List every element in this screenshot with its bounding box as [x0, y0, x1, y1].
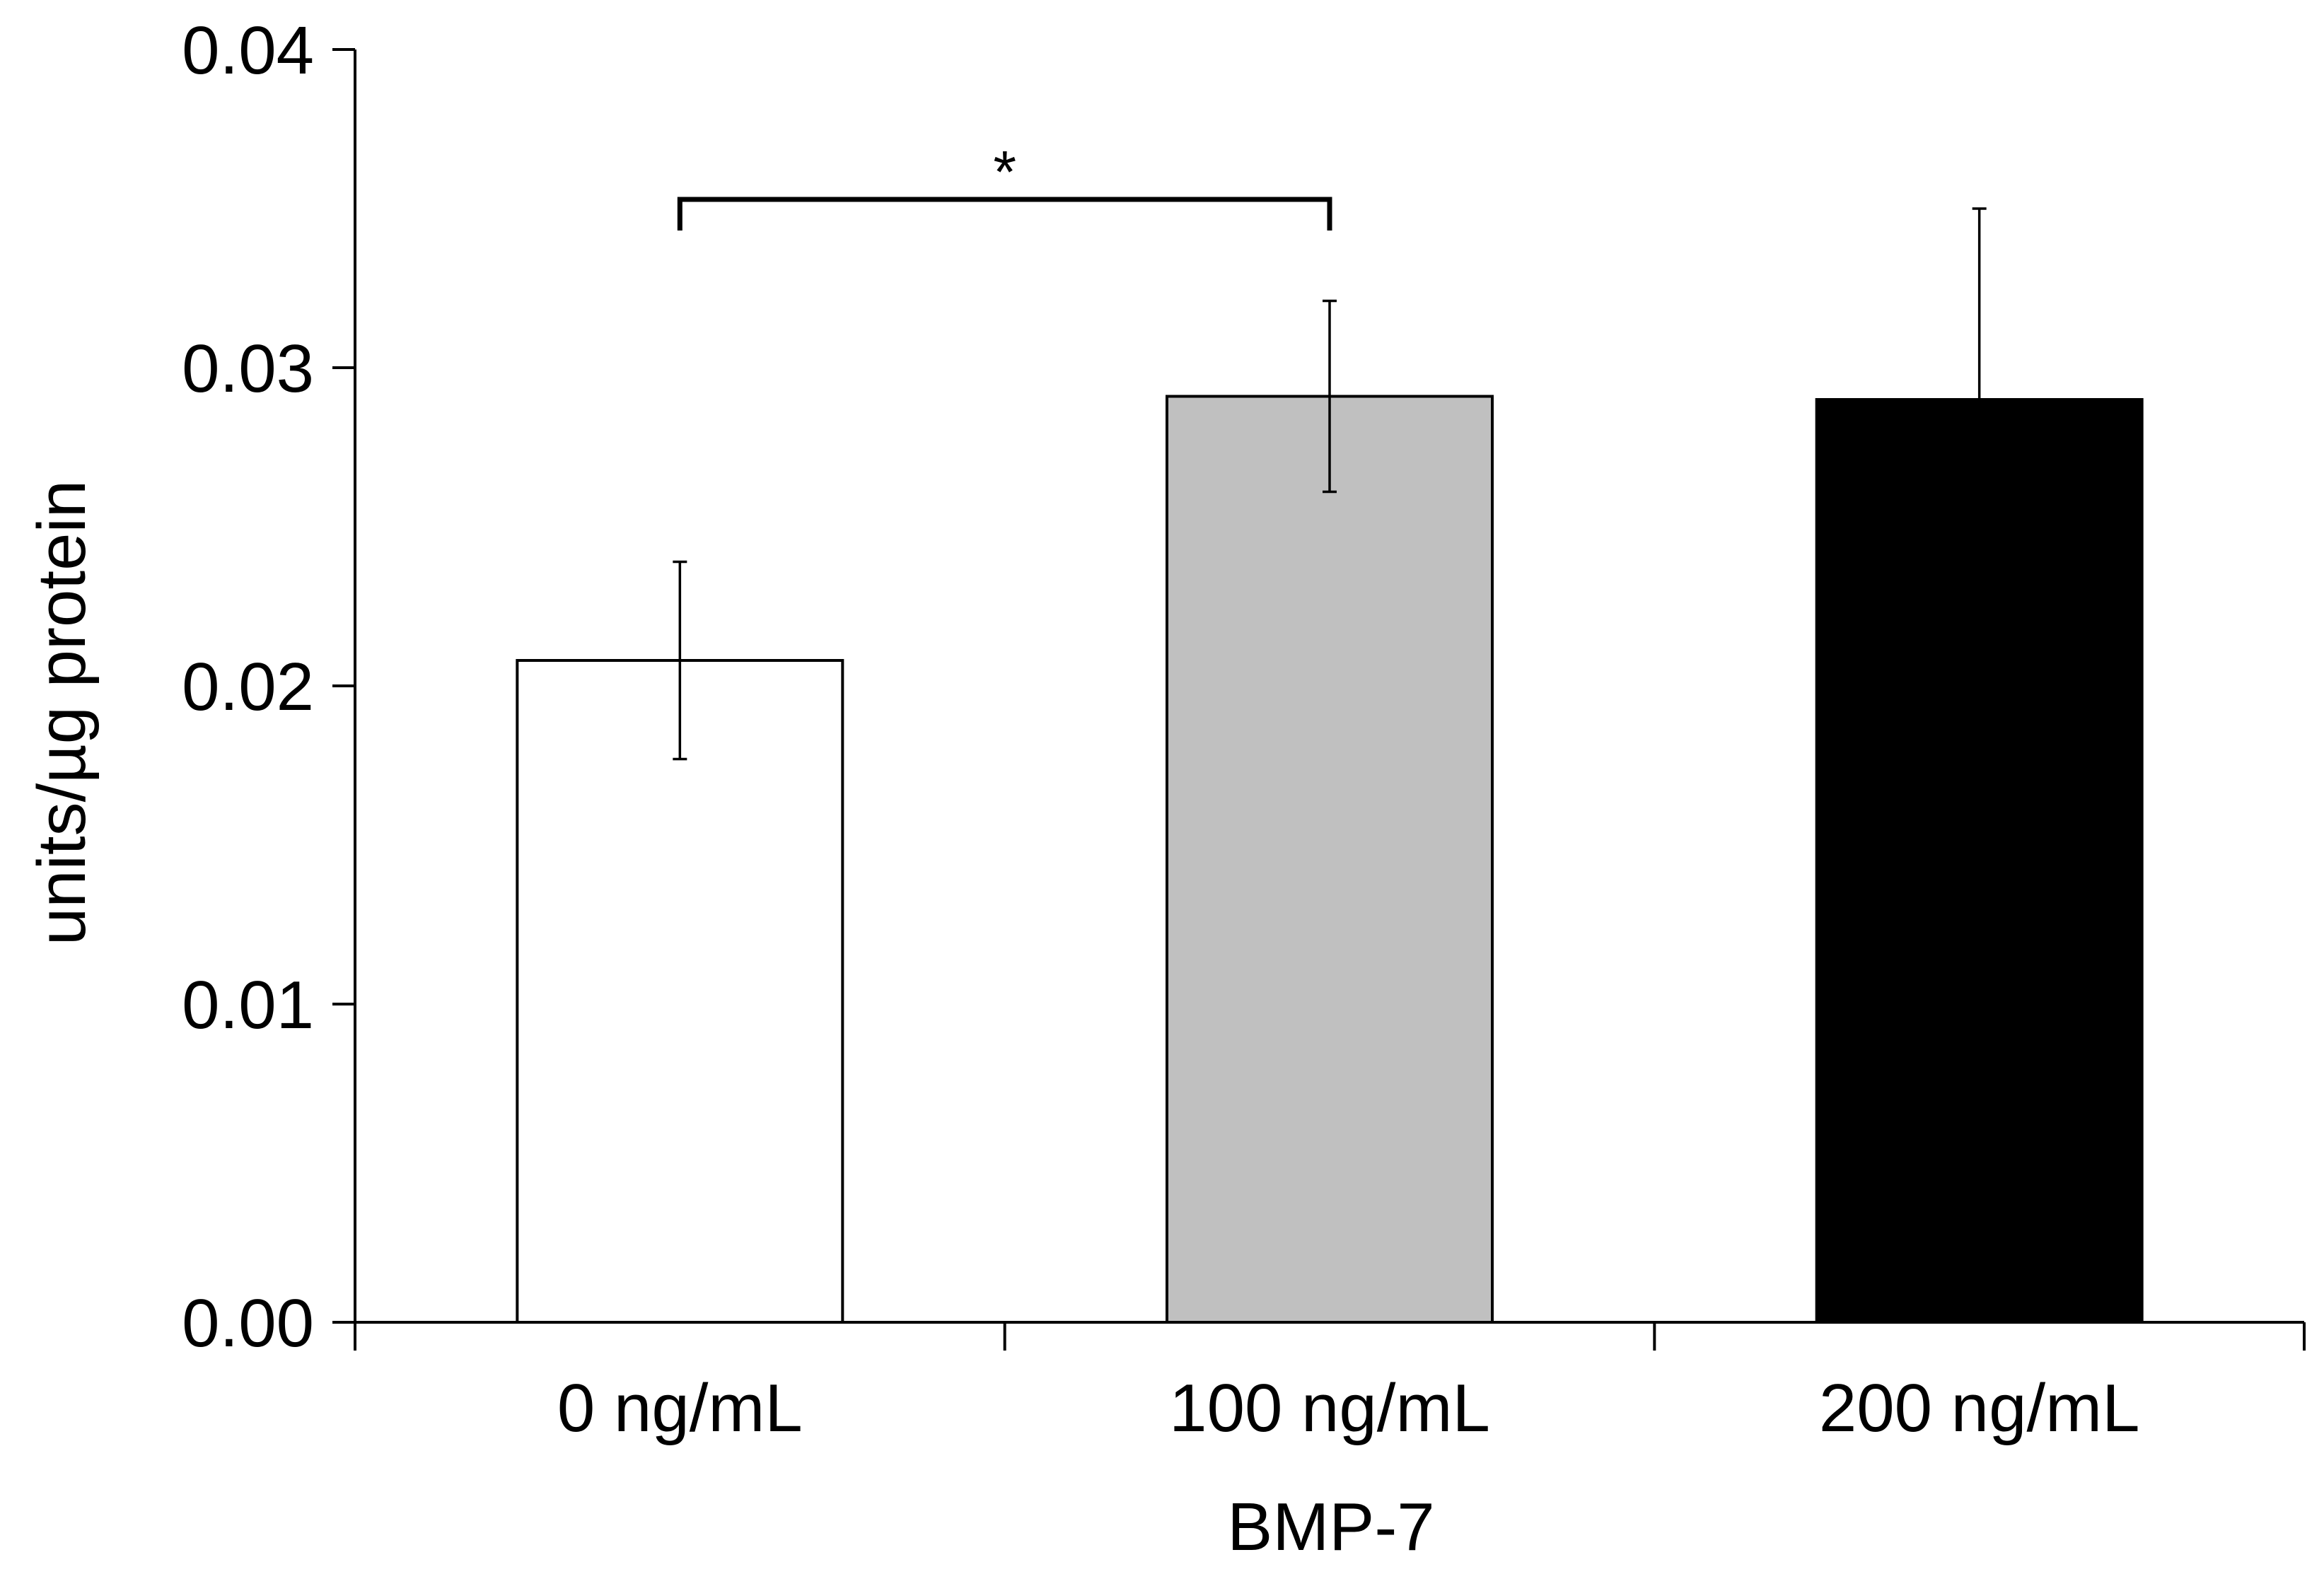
- axes-group: 0.00 0.01 0.02 0.03 0.04 0 ng/mL 100 ng/mL 200 …: [182, 13, 2306, 1446]
- x-axis-label: BMP-7: [1227, 1489, 1434, 1565]
- x-category-label: 200 ng/mL: [1819, 1370, 2140, 1446]
- significance-star: *: [993, 139, 1016, 205]
- y-tick-label: 0.02: [182, 649, 314, 725]
- y-tick-label: 0.01: [182, 967, 314, 1043]
- bars-group: [516, 395, 2144, 1324]
- y-tick-label: 0.03: [182, 331, 314, 407]
- y-tick-label: 0.00: [182, 1286, 314, 1361]
- significance-bracket: [677, 197, 1332, 231]
- annotations-group: *: [677, 139, 1332, 231]
- x-category-label: 100 ng/mL: [1169, 1370, 1490, 1446]
- y-axis-label: units/µg protein: [24, 480, 100, 945]
- bar-1: [1166, 395, 1494, 1324]
- x-category-label: 0 ng/mL: [557, 1370, 803, 1446]
- error-bars-group: [673, 207, 1987, 761]
- y-tick-label: 0.04: [182, 13, 314, 88]
